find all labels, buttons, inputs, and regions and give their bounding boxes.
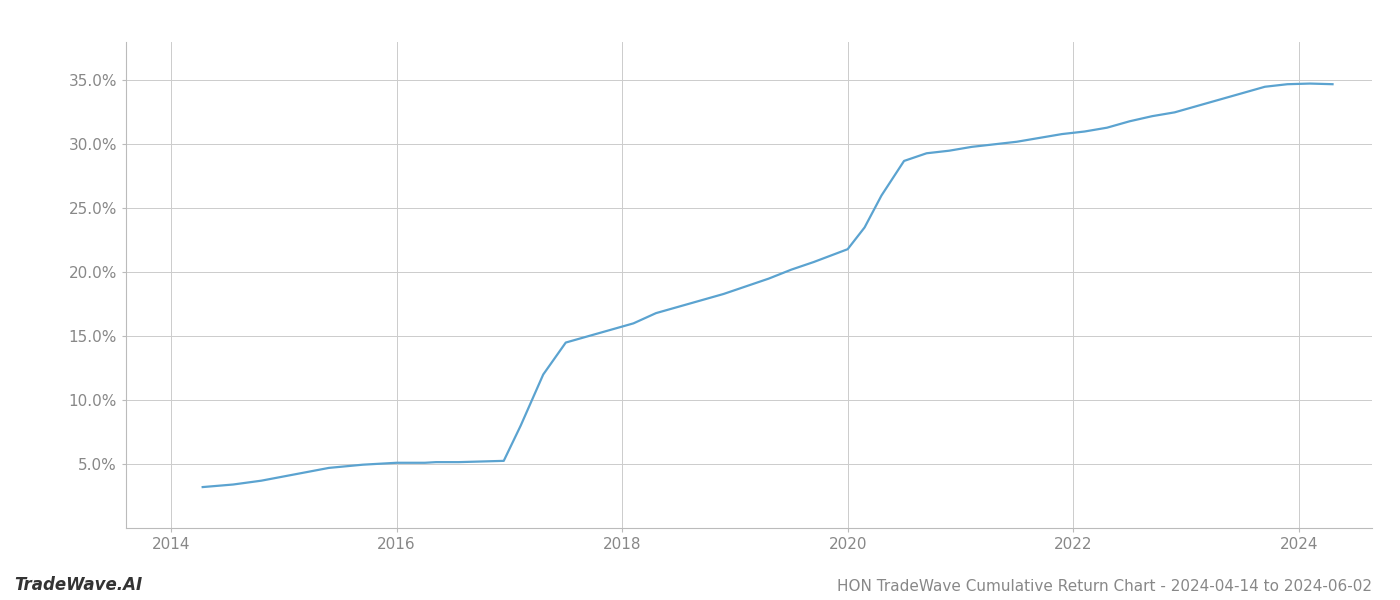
Text: HON TradeWave Cumulative Return Chart - 2024-04-14 to 2024-06-02: HON TradeWave Cumulative Return Chart - … (837, 579, 1372, 594)
Text: TradeWave.AI: TradeWave.AI (14, 576, 143, 594)
